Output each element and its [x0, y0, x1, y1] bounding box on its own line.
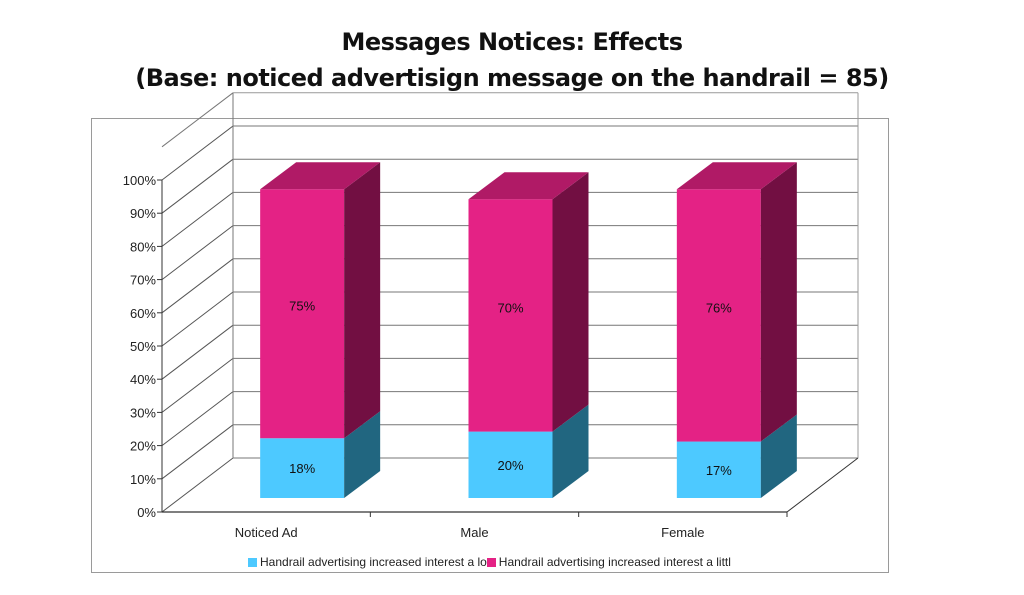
bar-side-face — [760, 414, 797, 498]
bar-side-face — [760, 162, 797, 442]
bar-side-face — [344, 162, 381, 439]
bar-top-face — [260, 162, 381, 190]
x-category-label: Male — [460, 525, 488, 540]
bar-segment-a-lot — [468, 431, 553, 498]
data-label: 20% — [497, 458, 523, 473]
y-tick-label: 60% — [130, 306, 156, 321]
y-tick-label: 30% — [130, 405, 156, 420]
y-tick-label: 20% — [130, 439, 156, 454]
bar-top-face — [676, 162, 797, 190]
y-tick-label: 100% — [123, 173, 157, 188]
y-tick-label: 50% — [130, 339, 156, 354]
bar-segment-a-lot — [676, 441, 761, 498]
side-wall-top-edge — [161, 92, 234, 148]
x-category-label: Female — [661, 525, 704, 540]
side-gridline — [161, 192, 234, 247]
bar-segment-a-little — [468, 199, 553, 432]
bar-segment-a-little — [260, 189, 345, 439]
bar-top-face — [468, 172, 589, 200]
y-tick-label: 80% — [130, 239, 156, 254]
side-gridline — [161, 291, 234, 347]
data-label: 75% — [289, 299, 315, 314]
side-gridline — [161, 424, 234, 480]
legend-swatch-a-little — [486, 557, 496, 567]
bar-segment-a-lot — [260, 438, 345, 498]
data-label: 70% — [497, 300, 523, 315]
chart-title: Messages Notices: Effects — [341, 28, 683, 56]
y-tick-label: 90% — [130, 206, 156, 221]
data-label: 18% — [289, 461, 315, 476]
chart-legend: Handrail advertising increased interest … — [248, 555, 731, 569]
legend-label-a-lot: Handrail advertising increased interest … — [260, 555, 487, 569]
chart-frame — [91, 118, 889, 573]
side-gridline — [161, 158, 234, 214]
bar-side-face — [344, 411, 381, 498]
data-label: 17% — [706, 463, 732, 478]
side-gridline — [161, 225, 234, 280]
side-gridline — [161, 457, 234, 513]
data-label: 76% — [706, 300, 732, 315]
y-tick-label: 0% — [137, 505, 156, 520]
chart-subtitle: (Base: noticed advertisign message on th… — [135, 64, 889, 92]
floor-right-edge — [786, 457, 859, 513]
legend-label-a-little: Handrail advertising increased interest … — [498, 555, 731, 569]
bar-segment-a-little — [676, 189, 761, 442]
y-tick-label: 70% — [130, 273, 156, 288]
y-tick-label: 40% — [130, 372, 156, 387]
legend-swatch-a-lot — [248, 557, 257, 567]
bar-side-face — [552, 404, 589, 498]
y-tick-label: 10% — [130, 472, 156, 487]
side-gridline — [161, 258, 234, 314]
side-gridline — [161, 324, 234, 380]
bar-side-face — [552, 172, 589, 432]
side-gridline — [161, 391, 234, 446]
x-category-label: Noticed Ad — [235, 525, 298, 540]
side-gridline — [161, 358, 234, 413]
side-gridline — [161, 125, 234, 181]
